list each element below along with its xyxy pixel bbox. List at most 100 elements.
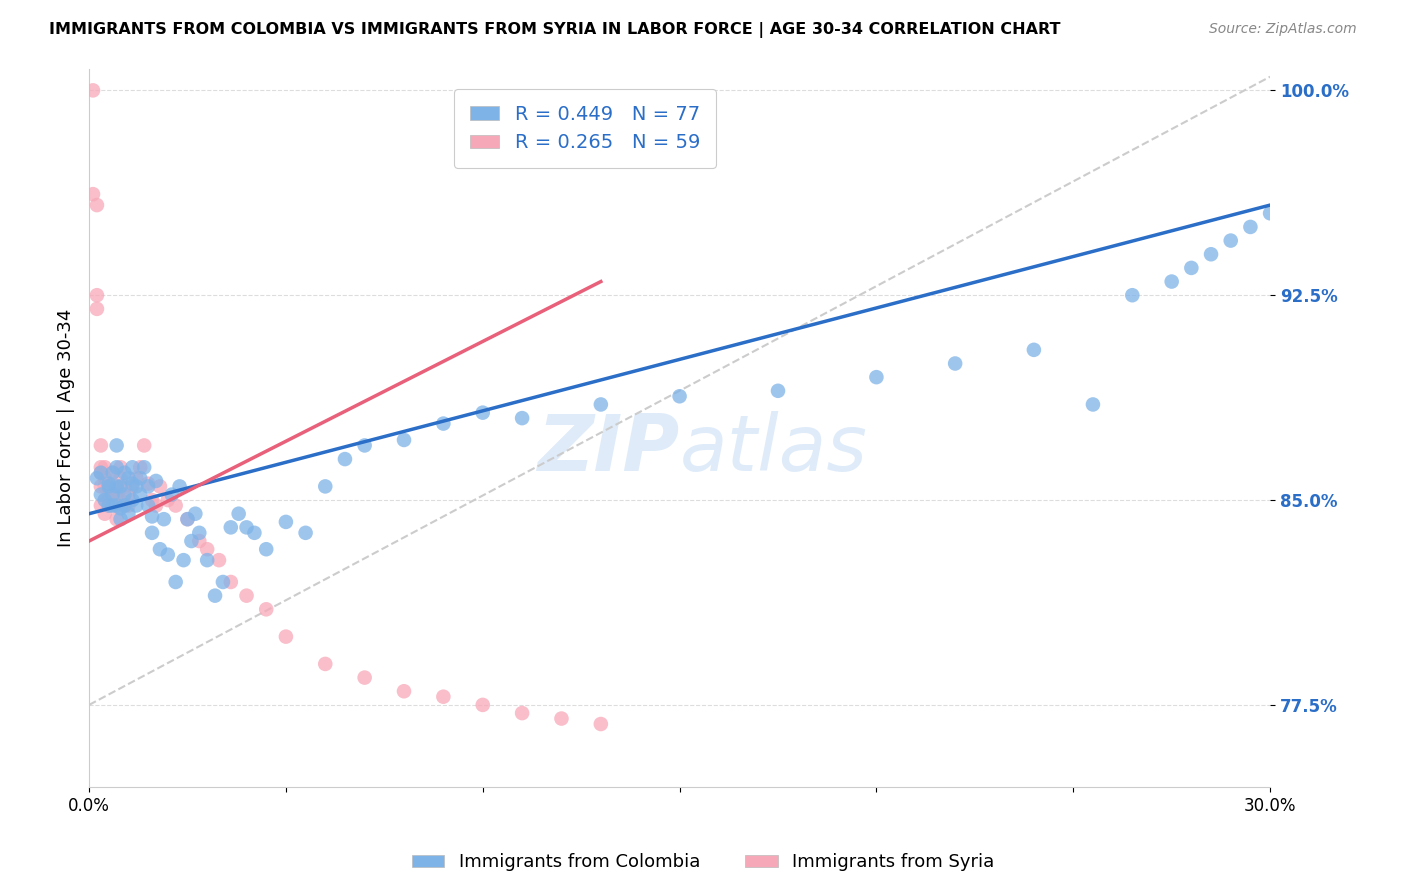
Point <box>121 479 143 493</box>
Point <box>136 479 159 493</box>
Point <box>1199 247 1222 261</box>
Point <box>165 499 187 513</box>
Point <box>766 384 789 398</box>
Point <box>195 553 218 567</box>
Point <box>82 187 104 202</box>
Y-axis label: In Labor Force | Age 30-34: In Labor Force | Age 30-34 <box>58 309 75 547</box>
Point <box>117 487 139 501</box>
Point <box>1160 275 1182 289</box>
Point <box>432 690 454 704</box>
Point <box>110 512 132 526</box>
Point <box>156 548 179 562</box>
Point <box>149 542 172 557</box>
Point <box>114 479 136 493</box>
Point <box>432 417 454 431</box>
Point <box>589 717 612 731</box>
Point <box>110 471 132 485</box>
Point <box>97 499 120 513</box>
Point <box>314 479 336 493</box>
Point <box>97 479 120 493</box>
Point <box>141 509 163 524</box>
Point <box>204 589 226 603</box>
Point <box>90 479 112 493</box>
Point <box>176 512 198 526</box>
Point <box>86 288 108 302</box>
Point <box>235 520 257 534</box>
Point <box>101 466 124 480</box>
Point <box>105 479 128 493</box>
Point <box>1121 288 1143 302</box>
Point <box>471 698 494 712</box>
Point <box>353 438 375 452</box>
Point <box>114 466 136 480</box>
Point <box>243 525 266 540</box>
Point <box>274 630 297 644</box>
Point <box>129 460 152 475</box>
Point <box>274 515 297 529</box>
Point <box>101 487 124 501</box>
Point <box>94 493 117 508</box>
Point <box>943 357 966 371</box>
Point <box>141 493 163 508</box>
Point <box>134 460 156 475</box>
Point <box>114 499 136 513</box>
Text: atlas: atlas <box>679 411 868 487</box>
Point <box>865 370 887 384</box>
Point <box>471 406 494 420</box>
Point <box>110 501 132 516</box>
Point <box>1219 234 1241 248</box>
Point <box>235 589 257 603</box>
Point <box>353 671 375 685</box>
Point <box>110 493 132 508</box>
Point <box>208 553 231 567</box>
Point <box>121 476 143 491</box>
Point <box>550 712 572 726</box>
Point <box>510 706 533 720</box>
Point <box>101 487 124 501</box>
Point <box>101 499 124 513</box>
Point <box>145 499 167 513</box>
Point <box>392 433 415 447</box>
Legend: R = 0.449   N = 77, R = 0.265   N = 59: R = 0.449 N = 77, R = 0.265 N = 59 <box>454 89 716 168</box>
Point <box>105 499 128 513</box>
Point <box>212 574 235 589</box>
Point <box>294 525 316 540</box>
Point <box>90 466 112 480</box>
Point <box>176 512 198 526</box>
Point <box>105 487 128 501</box>
Point <box>1258 206 1281 220</box>
Point <box>125 499 148 513</box>
Point <box>121 460 143 475</box>
Point <box>510 411 533 425</box>
Point <box>105 438 128 452</box>
Text: Source: ZipAtlas.com: Source: ZipAtlas.com <box>1209 22 1357 37</box>
Point <box>188 534 211 549</box>
Point <box>97 479 120 493</box>
Point <box>97 476 120 491</box>
Point <box>188 525 211 540</box>
Point <box>86 301 108 316</box>
Point <box>160 487 183 501</box>
Point <box>129 487 152 501</box>
Point <box>136 499 159 513</box>
Point <box>105 479 128 493</box>
Point <box>141 525 163 540</box>
Point <box>110 460 132 475</box>
Point <box>129 471 152 485</box>
Point <box>668 389 690 403</box>
Point <box>173 553 195 567</box>
Point <box>169 479 191 493</box>
Point <box>589 397 612 411</box>
Point <box>149 479 172 493</box>
Point <box>117 507 139 521</box>
Point <box>1180 260 1202 275</box>
Point <box>1081 397 1104 411</box>
Point <box>90 438 112 452</box>
Point <box>86 471 108 485</box>
Point <box>254 542 277 557</box>
Point <box>134 438 156 452</box>
Point <box>145 474 167 488</box>
Point <box>90 499 112 513</box>
Point <box>97 493 120 508</box>
Point <box>156 493 179 508</box>
